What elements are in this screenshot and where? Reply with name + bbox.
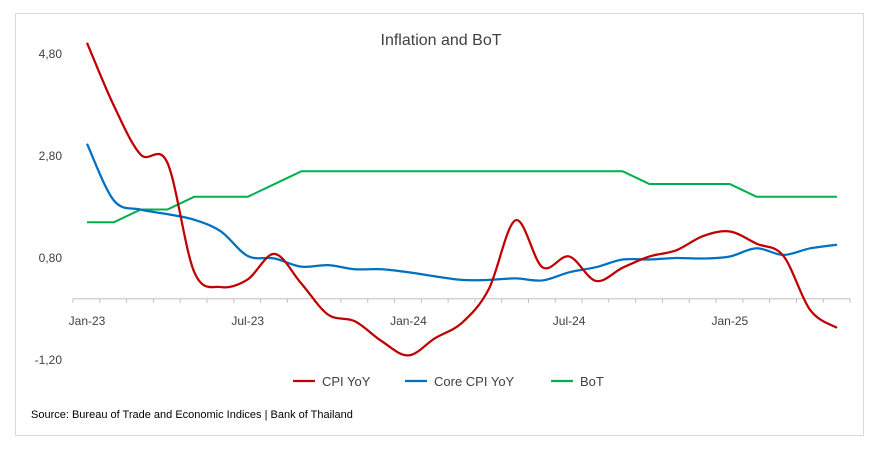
- chart-title: Inflation and BoT: [381, 32, 502, 49]
- y-tick-label: 0,80: [39, 251, 63, 265]
- x-tick-label: Jul-23: [231, 314, 264, 328]
- series-line-core-cpi-yoy: [85, 143, 838, 282]
- x-tick-label: Jul-24: [553, 314, 586, 328]
- series-line-bot: [87, 170, 837, 224]
- legend-label-core-cpi-yoy: Core CPI YoY: [434, 374, 515, 389]
- source-note: Source: Bureau of Trade and Economic Ind…: [31, 409, 353, 421]
- legend: CPI YoY Core CPI YoY BoT: [293, 374, 604, 389]
- x-tick-label: Jan-25: [712, 314, 749, 328]
- legend-label-cpi-yoy: CPI YoY: [322, 374, 371, 389]
- y-tick-label: 2,80: [39, 149, 63, 163]
- chart-frame: [15, 13, 864, 436]
- series-line-cpi-yoy: [85, 42, 838, 357]
- x-tick-label: Jan-23: [69, 314, 106, 328]
- legend-label-bot: BoT: [580, 374, 604, 389]
- y-tick-label: 4,80: [39, 47, 63, 61]
- series-layer: [85, 42, 838, 357]
- x-tick-label: Jan-24: [390, 314, 427, 328]
- y-tick-label: -1,20: [35, 353, 63, 367]
- axes: -1,20 0,80 2,80 4,80 Jan-23 Jul-23 Jan-24 Jul-2…: [35, 47, 851, 367]
